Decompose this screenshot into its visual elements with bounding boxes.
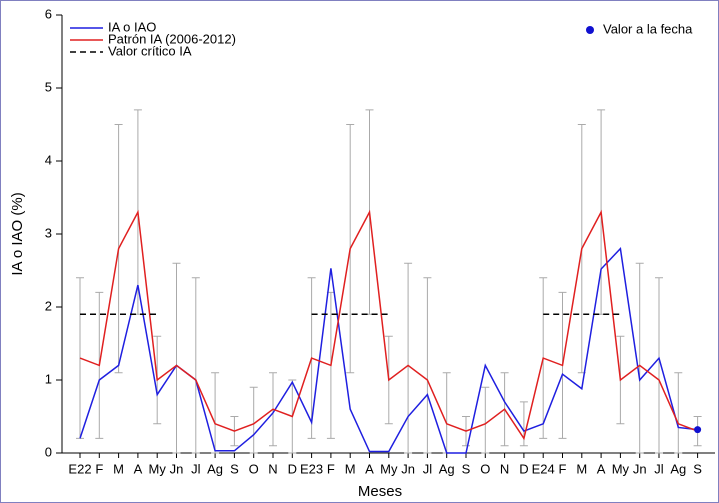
legend-marker <box>586 26 594 34</box>
x-tick-label: N <box>268 461 277 476</box>
x-tick-label: D <box>288 461 297 476</box>
x-tick-label: E22 <box>68 461 91 476</box>
x-tick-label: D <box>519 461 528 476</box>
legend-label: Valor a la fecha <box>603 21 693 36</box>
x-tick-label: N <box>500 461 509 476</box>
x-tick-label: My <box>612 461 630 476</box>
legend-label: IA o IAO <box>108 19 156 34</box>
x-tick-label: E23 <box>300 461 323 476</box>
x-tick-label: Jn <box>401 461 415 476</box>
error-bar <box>481 386 490 454</box>
legend-label: Patrón IA (2006-2012) <box>108 31 236 46</box>
error-bar <box>655 277 663 454</box>
x-tick-label: Jl <box>423 461 433 476</box>
x-tick-label: A <box>134 461 143 476</box>
x-tick-label: M <box>345 461 356 476</box>
error-bar <box>404 262 413 454</box>
x-tick-label: M <box>576 461 587 476</box>
x-tick-label: F <box>95 461 103 476</box>
x-tick-label: A <box>597 461 606 476</box>
y-tick-label: 0 <box>45 444 52 459</box>
y-axis-label: IA o IAO (%) <box>9 192 26 275</box>
x-tick-label: E24 <box>532 461 555 476</box>
x-tick-label: A <box>365 461 374 476</box>
x-tick-label: S <box>462 461 471 476</box>
x-tick-label: O <box>249 461 259 476</box>
y-tick-label: 3 <box>45 225 52 240</box>
y-tick-label: 1 <box>45 371 52 386</box>
current-value-dot <box>694 426 702 434</box>
x-tick-label: My <box>380 461 398 476</box>
y-tick-label: 6 <box>45 6 52 21</box>
x-tick-label: S <box>693 461 702 476</box>
x-tick-label: Jl <box>191 461 201 476</box>
error-bar <box>635 262 644 454</box>
error-bar <box>249 386 258 454</box>
error-bar <box>172 262 181 454</box>
legend-label: Valor crítico IA <box>108 43 192 58</box>
x-tick-label: Ag <box>439 461 455 476</box>
x-tick-label: O <box>480 461 490 476</box>
x-axis-label: Meses <box>358 483 402 500</box>
x-tick-label: F <box>327 461 335 476</box>
error-bar <box>423 277 432 454</box>
x-tick-label: F <box>559 461 567 476</box>
x-tick-label: S <box>230 461 239 476</box>
x-tick-label: M <box>113 461 124 476</box>
x-tick-label: Jn <box>170 461 184 476</box>
y-tick-label: 4 <box>45 152 52 167</box>
x-tick-label: Ag <box>207 461 223 476</box>
y-tick-label: 5 <box>45 79 52 94</box>
y-tick-label: 2 <box>45 298 52 313</box>
error-bar <box>211 372 220 454</box>
x-tick-label: Jn <box>633 461 647 476</box>
series-line <box>79 209 698 441</box>
x-tick-label: Jl <box>654 461 664 476</box>
x-tick-label: Ag <box>670 461 686 476</box>
error-bar <box>191 277 200 454</box>
x-tick-label: My <box>149 461 167 476</box>
error-bar <box>674 372 683 454</box>
